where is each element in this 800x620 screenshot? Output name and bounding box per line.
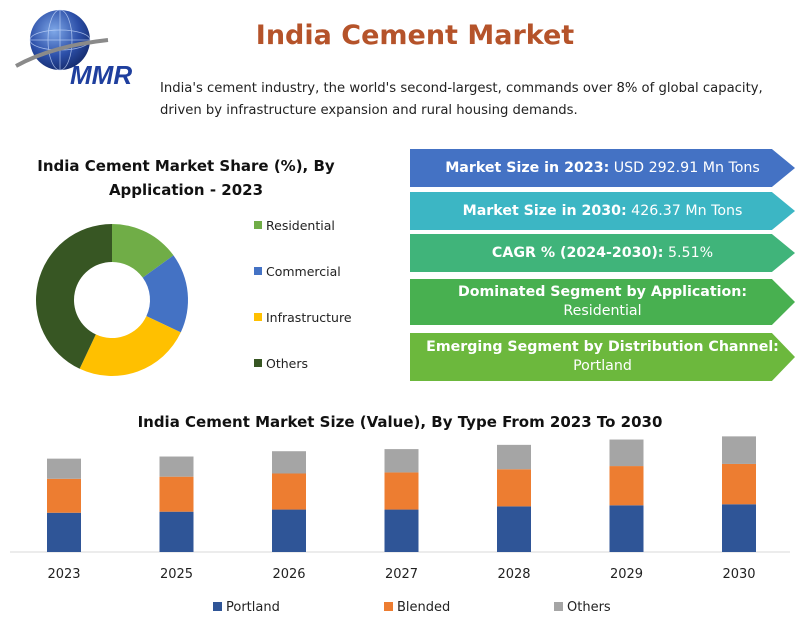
- bar-others-2023: [47, 458, 81, 479]
- intro-text: India's cement industry, the world's sec…: [160, 81, 763, 118]
- legend-item-residential: Residential: [254, 218, 335, 233]
- page-title: India Cement Market: [255, 20, 575, 51]
- bar-portland-2030: [722, 504, 756, 552]
- bar-blended-2023: [47, 478, 81, 513]
- legend-swatch: [254, 359, 262, 367]
- mmr-logo: MMR: [12, 6, 142, 90]
- bar-legend-label-others: Others: [567, 600, 611, 615]
- x-tick-label: 2027: [385, 567, 418, 582]
- x-tick-label: 2028: [497, 567, 530, 582]
- stat-row: Market Size in 2030: 426.37 Mn Tons: [463, 202, 743, 221]
- pie-chart-title: India Cement Market Share (%), By Applic…: [26, 154, 346, 202]
- stat-value: 5.51%: [668, 244, 714, 261]
- stat-row: CAGR % (2024-2030): 5.51%: [492, 244, 713, 263]
- pie-slice-residential: [112, 224, 174, 278]
- stat-value: 426.37 Mn Tons: [631, 202, 743, 219]
- bar-blended-2028: [497, 469, 531, 507]
- legend-item-commercial: Commercial: [254, 264, 341, 279]
- legend-label: Others: [266, 356, 309, 371]
- bar-blended-2027: [384, 472, 419, 510]
- bar-legend-label-portland: Portland: [226, 600, 280, 615]
- legend-swatch: [254, 221, 262, 229]
- stat-banner-1: Market Size in 2023: USD 292.91 Mn Tons: [410, 149, 795, 187]
- bar-legend-label-blended: Blended: [397, 600, 450, 615]
- legend-swatch: [254, 313, 262, 321]
- stat-banner-5: Emerging Segment by Distribution Channel…: [410, 333, 795, 381]
- x-tick-label: 2026: [272, 567, 305, 582]
- stat-banner-2: Market Size in 2030: 426.37 Mn Tons: [410, 192, 795, 230]
- stat-key: Market Size in 2030:: [462, 202, 627, 219]
- bar-blended-2026: [272, 473, 306, 510]
- stat-value: Residential: [563, 303, 642, 319]
- stat-key: CAGR % (2024-2030):: [491, 244, 664, 261]
- bar-others-2026: [272, 451, 306, 474]
- bar-portland-2029: [609, 505, 644, 552]
- bar-portland-2028: [497, 506, 531, 552]
- bar-others-2029: [609, 439, 644, 467]
- bar-portland-2026: [272, 509, 306, 552]
- stat-row: Market Size in 2023: USD 292.91 Mn Tons: [445, 159, 760, 178]
- legend-label: Residential: [266, 218, 335, 233]
- bar-portland-2025: [159, 511, 194, 552]
- bar-chart: 2023 2025 2026 2027 2028 2029 2030 Portland Blen…: [10, 436, 790, 615]
- x-tick-label: 2029: [610, 567, 643, 582]
- bar-portland-2023: [47, 512, 81, 552]
- legend-label: Infrastructure: [266, 310, 352, 325]
- bar-blended-2029: [609, 466, 644, 506]
- stat-value: USD 292.91 Mn Tons: [613, 159, 760, 176]
- bar-legend-swatch-portland: [213, 602, 222, 611]
- pie-title-line1: India Cement Market Share (%), By: [37, 157, 335, 175]
- stat-banner-3: CAGR % (2024-2030): 5.51%: [410, 234, 795, 272]
- stat-key: Market Size in 2023:: [445, 159, 610, 176]
- bar-blended-2030: [722, 463, 756, 505]
- bar-blended-2025: [159, 476, 194, 512]
- pie-title-line2: Application - 2023: [108, 181, 264, 199]
- legend-swatch: [254, 267, 262, 275]
- x-tick-label: 2023: [47, 567, 80, 582]
- stat-banner-4: Dominated Segment by Application: Residen…: [410, 279, 795, 325]
- bar-others-2027: [384, 449, 419, 473]
- legend-item-infrastructure: Infrastructure: [254, 310, 352, 325]
- stat-value: Portland: [573, 358, 632, 374]
- stat-key: Emerging Segment by Distribution Channel…: [426, 339, 779, 355]
- svg-text:MMR: MMR: [70, 60, 132, 90]
- pie-slice-infrastructure: [79, 316, 181, 377]
- legend-item-others: Others: [254, 356, 308, 371]
- bar-others-2025: [159, 456, 194, 477]
- bar-others-2028: [497, 444, 531, 470]
- x-tick-label: 2025: [160, 567, 193, 582]
- pie-chart: [36, 224, 188, 377]
- pie-slice-commercial: [142, 255, 188, 333]
- bar-legend-swatch-others: [554, 602, 563, 611]
- pie-slice-others: [36, 224, 113, 369]
- legend-label: Commercial: [266, 264, 341, 279]
- bar-chart-title: India Cement Market Size (Value), By Typ…: [137, 413, 663, 431]
- bar-legend-swatch-blended: [384, 602, 393, 611]
- x-tick-label: 2030: [722, 567, 755, 582]
- bar-portland-2027: [384, 509, 419, 552]
- stat-key: Dominated Segment by Application:: [457, 284, 748, 300]
- bar-others-2030: [722, 436, 756, 464]
